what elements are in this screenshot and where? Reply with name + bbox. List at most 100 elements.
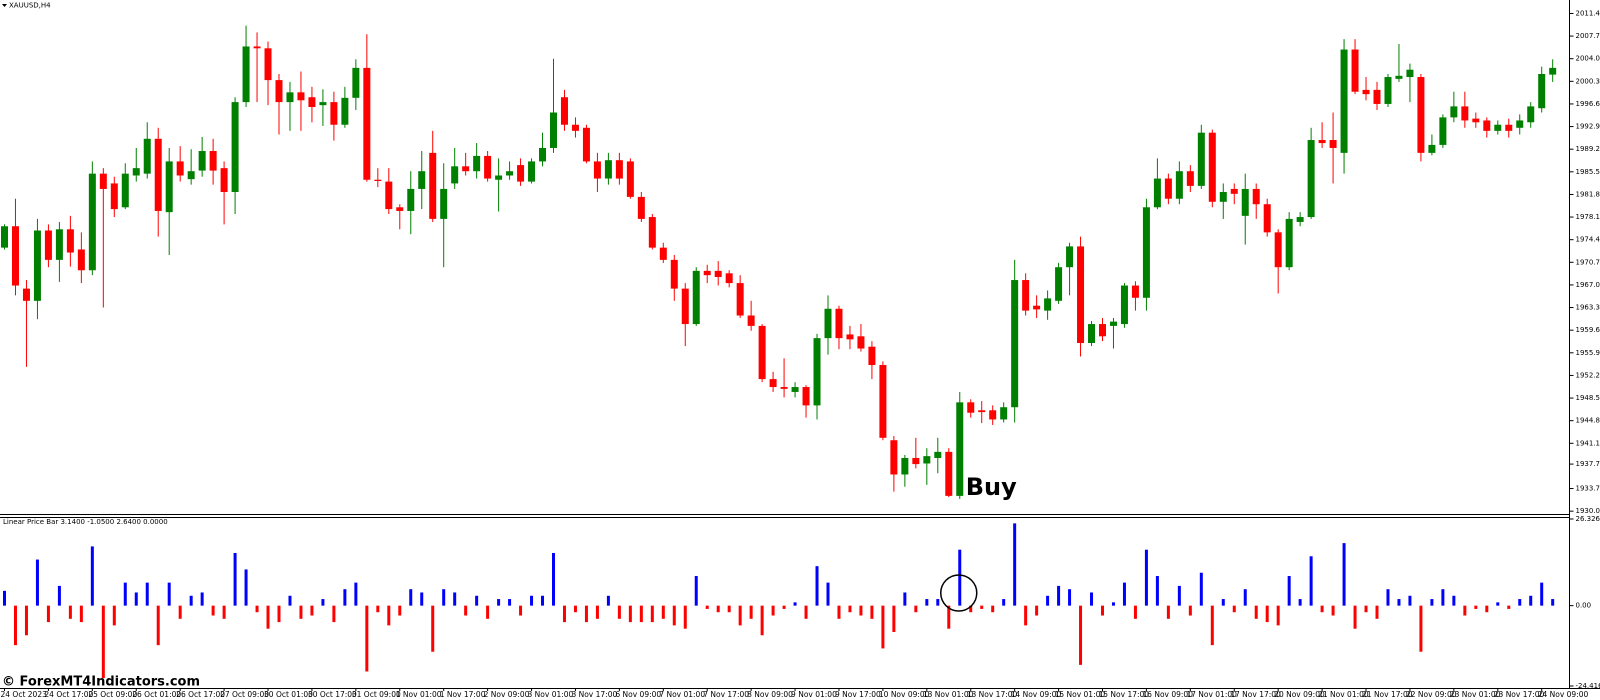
x-tick-label: 7 Nov 17:00 (703, 690, 749, 699)
candle-body (528, 161, 536, 182)
candle-body (550, 112, 557, 148)
candle-body (637, 196, 645, 219)
histogram-bar (145, 582, 149, 606)
histogram-bar (958, 549, 962, 606)
candle-body (1472, 118, 1480, 123)
candle-body (824, 308, 832, 339)
candle-body (846, 334, 854, 340)
histogram-bar (1188, 605, 1192, 616)
histogram-bar (1397, 599, 1401, 606)
candle-body (1142, 207, 1150, 298)
candle-body (407, 188, 415, 211)
candle-body (1055, 267, 1063, 301)
candle-body (451, 166, 459, 184)
candle-body (55, 229, 63, 260)
histogram-bar (716, 605, 720, 613)
candle-body (681, 288, 689, 325)
x-tick-label: 9 Nov 01:00 (791, 690, 837, 699)
candle-body (506, 171, 514, 176)
candle-body (385, 181, 393, 210)
y-tick-label: 1948.50 (1576, 394, 1600, 402)
x-tick-label: 13 Nov 01:00 (923, 690, 974, 699)
histogram-bar (365, 605, 369, 672)
histogram-bar (1013, 523, 1017, 606)
histogram-bar (892, 605, 896, 632)
x-tick-label: 27 Oct 09:00 (220, 690, 269, 699)
histogram-bar (639, 605, 643, 623)
x-tick-label: 24 Oct 2023 (1, 690, 48, 699)
x-tick-label: 1 Nov 01:00 (396, 690, 442, 699)
x-tick-label: 26 Oct 17:00 (176, 690, 225, 699)
candle-body (1099, 324, 1106, 337)
candle-body (835, 308, 843, 339)
candle-body (132, 168, 140, 176)
candle-body (1351, 49, 1359, 92)
candle-body (582, 127, 590, 162)
histogram-bar (1529, 595, 1533, 606)
histogram-bar (123, 582, 127, 606)
histogram-bar (606, 595, 610, 606)
histogram-bar (903, 592, 907, 606)
candle-body (967, 402, 975, 413)
candle-body (286, 92, 294, 103)
histogram-bar (804, 605, 808, 619)
candle-body (1318, 140, 1326, 144)
x-tick-label: 7 Nov 01:00 (659, 690, 705, 699)
x-tick-label: 22 Nov 09:00 (1406, 690, 1457, 699)
histogram-bar (1320, 605, 1324, 613)
candle-body (1263, 204, 1271, 233)
histogram-bar (453, 592, 457, 606)
x-tick-label: 30 Oct 01:00 (264, 690, 313, 699)
candle-body (1494, 124, 1502, 131)
candle-body (1362, 89, 1370, 95)
histogram-bar (1463, 605, 1467, 616)
candle-body (615, 160, 623, 179)
candle-body (1022, 280, 1030, 311)
candle-body (747, 315, 755, 326)
candle-body (440, 188, 448, 219)
candle-body (1131, 285, 1139, 298)
y-tick-label: 1941.10 (1576, 439, 1600, 447)
candle-body (1252, 188, 1260, 205)
histogram-bar (1309, 556, 1313, 606)
candle-body (1483, 120, 1491, 131)
candle-body (231, 102, 239, 192)
candle-body (1164, 178, 1172, 199)
x-tick-label: 6 Nov 09:00 (615, 690, 661, 699)
candle-body (912, 457, 920, 465)
candle-body (308, 97, 316, 108)
candle-body (176, 161, 184, 176)
histogram-bar (35, 559, 39, 606)
candle-body (11, 226, 19, 286)
x-tick-label: 21 Nov 17:00 (1362, 690, 1413, 699)
candle-body (978, 410, 986, 413)
histogram-bar (1221, 599, 1225, 606)
histogram-bar (1441, 589, 1445, 606)
candle-body (670, 259, 678, 289)
candle-body (165, 161, 173, 213)
candle-body (879, 365, 887, 438)
candle-body (593, 161, 601, 179)
candle-body (692, 270, 700, 325)
histogram-bar (431, 605, 435, 652)
x-tick-label: 26 Oct 01:00 (132, 690, 181, 699)
y-tick-label: 1992.90 (1576, 123, 1600, 131)
histogram-bar (13, 605, 17, 646)
histogram-bar (277, 605, 281, 623)
candle-body (33, 230, 41, 301)
candle-body (1549, 67, 1557, 75)
histogram-bar (859, 605, 863, 616)
symbol-menu-icon[interactable] (2, 4, 7, 7)
y-tick-label: 1955.90 (1576, 349, 1600, 357)
histogram-bar (79, 605, 83, 623)
histogram-bar (420, 592, 424, 606)
candle-body (802, 387, 810, 406)
candle-body (626, 161, 634, 197)
histogram-bar (409, 589, 413, 606)
histogram-bar (969, 605, 973, 613)
x-tick-label: 16 Nov 09:00 (1142, 690, 1193, 699)
candle-body (1274, 232, 1282, 268)
candle-body (539, 147, 547, 162)
